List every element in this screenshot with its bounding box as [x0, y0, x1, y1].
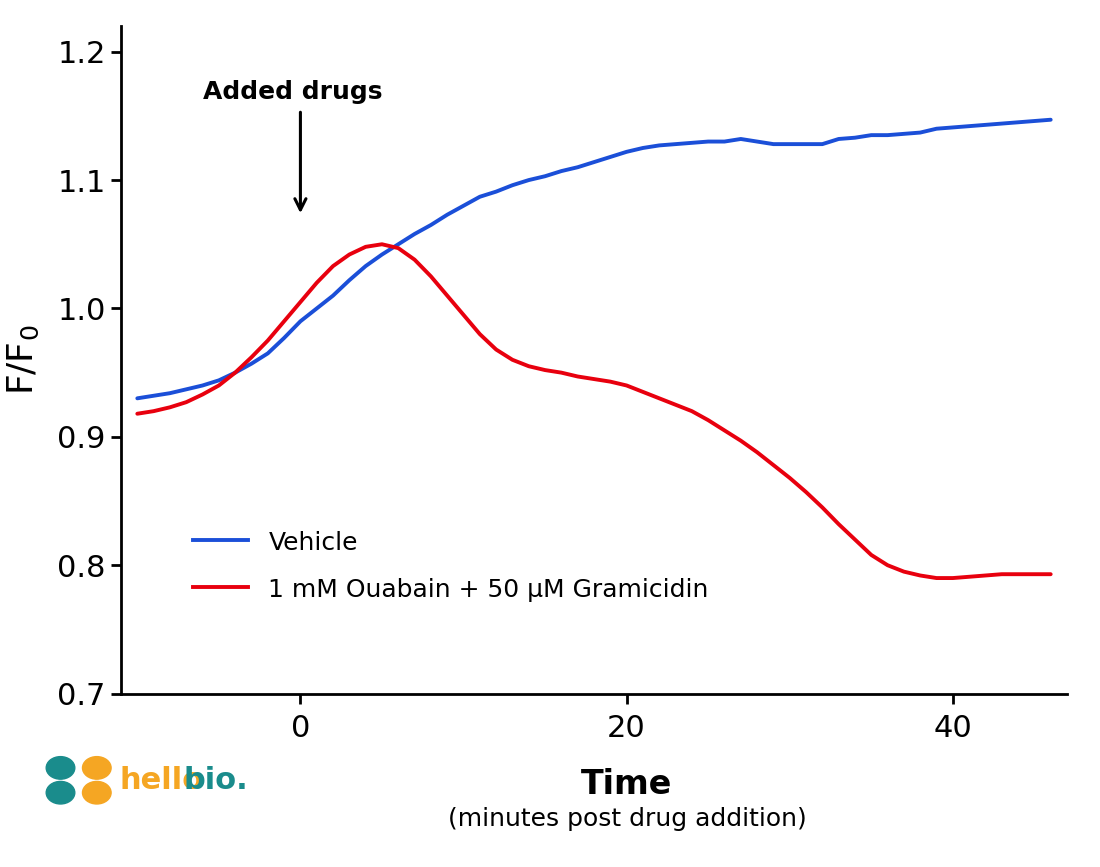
- Text: bio.: bio.: [184, 766, 249, 795]
- Text: (minutes post drug addition): (minutes post drug addition): [448, 807, 806, 831]
- Circle shape: [82, 757, 111, 779]
- Circle shape: [82, 781, 111, 804]
- Text: Added drugs: Added drugs: [202, 81, 382, 104]
- Text: Time: Time: [581, 768, 673, 801]
- Circle shape: [46, 757, 75, 779]
- Circle shape: [46, 781, 75, 804]
- Legend: Vehicle, 1 mM Ouabain + 50 μM Gramicidin: Vehicle, 1 mM Ouabain + 50 μM Gramicidin: [180, 518, 722, 615]
- Y-axis label: F/F$_0$: F/F$_0$: [6, 324, 41, 395]
- Text: hello: hello: [120, 766, 204, 795]
